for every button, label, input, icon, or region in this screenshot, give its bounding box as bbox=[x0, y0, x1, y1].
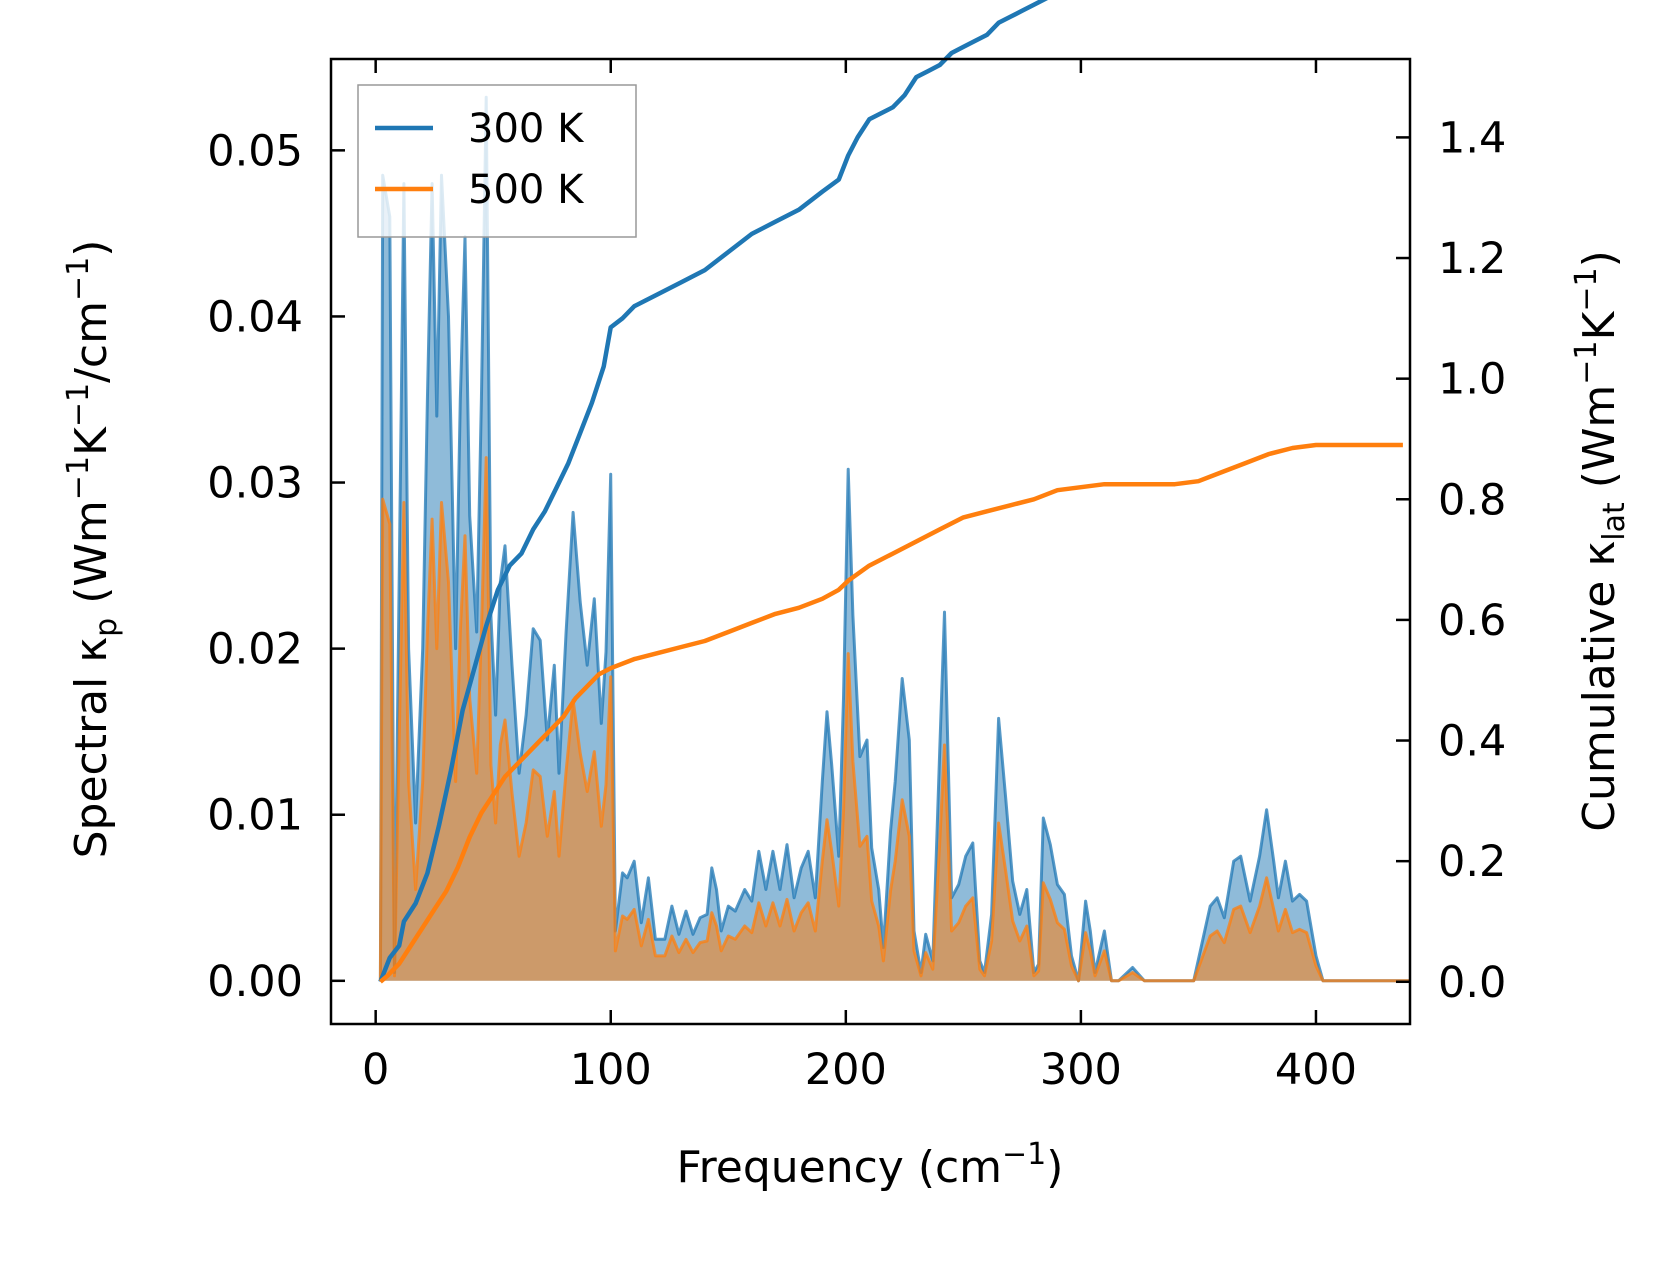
y-left-tick-label: 0.05 bbox=[207, 126, 303, 176]
x-tick-label: 400 bbox=[1275, 1045, 1357, 1095]
x-tick-label: 0 bbox=[362, 1045, 389, 1095]
legend-label-300k: 300 K bbox=[468, 106, 585, 152]
y-left-tick-label: 0.01 bbox=[207, 791, 303, 841]
y-right-tick-label: 0.0 bbox=[1438, 958, 1506, 1008]
y-left-tick-label: 0.02 bbox=[207, 625, 303, 675]
x-tick-label: 200 bbox=[805, 1045, 887, 1095]
legend-box bbox=[357, 84, 637, 238]
y-right-tick-label: 0.6 bbox=[1438, 596, 1506, 646]
y-axis-left-label: Spectral κp (Wm−1K−1/cm−1) bbox=[61, 240, 124, 859]
x-tick-label: 300 bbox=[1040, 1045, 1122, 1095]
y-right-tick-label: 0.2 bbox=[1438, 837, 1506, 887]
x-tick-label: 100 bbox=[570, 1045, 652, 1095]
ticks: 0 100 200 300 400 0.00 0.01 0.02 0.03 0.04 0.05 0.0… bbox=[207, 59, 1506, 1095]
plot-area bbox=[378, 0, 1410, 984]
y-axis-right-label: Cumulative κlat (Wm−1K−1) bbox=[1569, 250, 1632, 832]
x-axis-label: Frequency (cm−1) bbox=[677, 1137, 1064, 1193]
spectral-line-500k bbox=[378, 456, 1410, 983]
cumulative-line-500k bbox=[378, 442, 1403, 984]
y-left-tick-label: 0.03 bbox=[207, 459, 303, 509]
spectral-area-500k bbox=[380, 457, 1410, 981]
axes-frame bbox=[329, 57, 1412, 1026]
y-right-tick-label: 0.4 bbox=[1438, 717, 1506, 767]
y-left-tick-label: 0.04 bbox=[207, 292, 303, 342]
y-right-tick-label: 0.8 bbox=[1438, 475, 1506, 525]
cumulative-line-300k bbox=[378, 0, 1049, 983]
y-right-tick-label: 1.4 bbox=[1438, 113, 1506, 163]
legend: 300 K 500 K bbox=[357, 84, 637, 238]
y-right-tick-label: 1.2 bbox=[1438, 234, 1506, 284]
y-left-tick-label: 0.00 bbox=[207, 957, 303, 1007]
y-right-tick-label: 1.0 bbox=[1438, 355, 1506, 405]
legend-label-500k: 500 K bbox=[468, 167, 585, 213]
